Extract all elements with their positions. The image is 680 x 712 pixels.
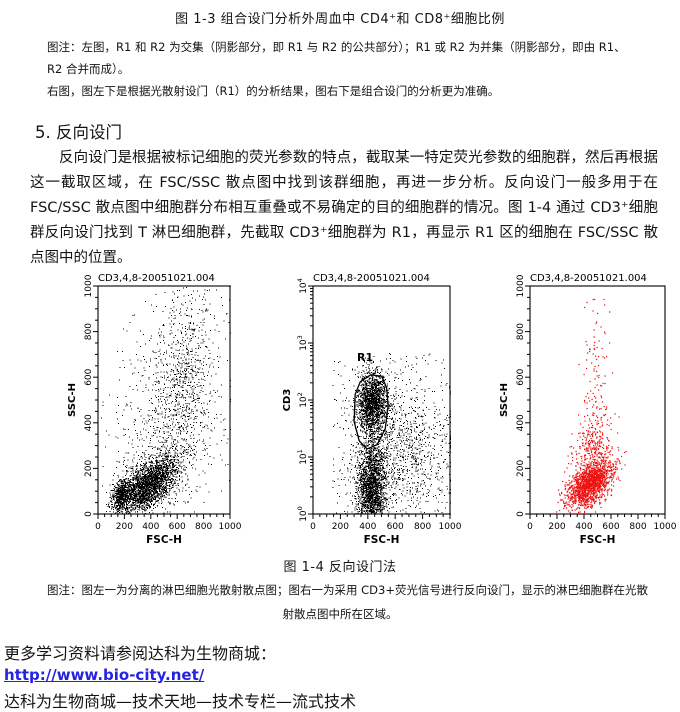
- y-tick-label: 800: [84, 323, 94, 340]
- gate-r1-outline: [353, 374, 389, 450]
- footer-breadcrumb-text: 达科为生物商城—技术天地—技术专栏—流式技术: [4, 692, 357, 711]
- x-tick-label: 1000: [439, 522, 462, 532]
- plot-title: CD3,4,8-20051021.004: [98, 273, 215, 284]
- y-tick-label: 102: [296, 392, 309, 408]
- x-tick-label: 200: [332, 522, 349, 532]
- section-heading: 5. 反向设门: [35, 123, 122, 142]
- y-tick-label: 1000: [516, 274, 526, 297]
- footer-intro-text: 更多学习资料请参阅达科为生物商城：: [4, 644, 277, 663]
- y-tick-label: 104: [296, 278, 309, 294]
- y-tick-label: 200: [84, 460, 94, 477]
- y-tick-label: 800: [516, 323, 526, 340]
- y-tick-label: 100: [296, 506, 309, 522]
- figure-1-4-caption: 图 1-4 反向设门法: [283, 560, 397, 575]
- y-axis-label: SSC-H: [499, 383, 510, 417]
- x-axis-label: FSC-H: [146, 534, 182, 546]
- x-tick-label: 0: [310, 522, 316, 532]
- figure-1-4-note-line2: 射散点图中所在区域。: [282, 607, 398, 621]
- x-axis-label: FSC-H: [580, 534, 616, 546]
- x-tick-label: 800: [629, 522, 646, 532]
- y-tick-label: 400: [84, 414, 94, 431]
- x-tick-label: 400: [142, 522, 159, 532]
- x-tick-label: 800: [195, 522, 212, 532]
- x-tick-label: 200: [548, 522, 565, 532]
- x-tick-label: 1000: [654, 522, 677, 532]
- figure-1-4-plot-row: CD3,4,8-20051021.004 0 200 400 600 800 1000 FSC…: [0, 272, 680, 556]
- body-paragraph: 反向设门是根据被标记细胞的荧光参数的特点，截取某一特定荧光参数的细胞群，然后再根…: [30, 150, 658, 266]
- axis-ticks: [525, 285, 666, 519]
- x-tick-label: 0: [527, 522, 533, 532]
- gate-r1-label: R1: [357, 351, 373, 364]
- y-tick-label: 0: [516, 511, 526, 517]
- x-tick-label: 0: [95, 522, 101, 532]
- figure-1-3-caption: 图 1-3 组合设门分析外周血中 CD4⁺和 CD8⁺细胞比例: [175, 12, 505, 27]
- figure-1-3-note: 图注：左图，R1 和 R2 为交集（阴影部分，即 R1 与 R2 的公共部分）；…: [47, 36, 639, 102]
- x-tick-label: 400: [575, 522, 592, 532]
- y-axis-label: SSC-H: [67, 383, 78, 417]
- y-tick-label: 600: [84, 368, 94, 385]
- y-tick-label: 400: [516, 414, 526, 431]
- y-tick-label: 1000: [84, 274, 94, 297]
- plot-title: CD3,4,8-20051021.004: [313, 273, 430, 284]
- scatter-points: [101, 285, 231, 515]
- figure-1-4-note-line1: 图注：图左一为分离的淋巴细胞光散射散点图；图右一为采用 CD3+荧光信号进行反向…: [47, 583, 648, 597]
- x-tick-label: 400: [359, 522, 376, 532]
- x-tick-label: 600: [602, 522, 619, 532]
- y-tick-label: 103: [296, 335, 309, 351]
- bio-city-link[interactable]: http://www.bio-city.net/: [4, 666, 205, 684]
- x-tick-label: 800: [414, 522, 431, 532]
- x-tick-label: 600: [169, 522, 186, 532]
- flow-plot-3: CD3,4,8-20051021.004 0 200 400 600 800 1000 FSC…: [499, 273, 677, 546]
- figure-1-3-note-p1: 图注：左图，R1 和 R2 为交集（阴影部分，即 R1 与 R2 的公共部分）；…: [47, 40, 626, 76]
- y-tick-label: 101: [296, 449, 309, 465]
- flow-plot-2: CD3,4,8-20051021.004 0 200 400 600 800 1000 FSC…: [282, 273, 462, 546]
- x-tick-label: 1000: [219, 522, 242, 532]
- axis-ticks: [308, 285, 451, 519]
- scatter-points: [332, 353, 451, 515]
- x-tick-label: 200: [116, 522, 133, 532]
- scatter-points: [556, 298, 627, 514]
- x-tick-label: 600: [387, 522, 404, 532]
- y-tick-label: 600: [516, 368, 526, 385]
- y-tick-label: 0: [84, 511, 94, 517]
- figure-1-3-note-p2: 右图，图左下是根据光散射设门（R1）的分析结果，图右下是组合设门的分析更为准确。: [47, 84, 500, 98]
- flow-plot-1: CD3,4,8-20051021.004 0 200 400 600 800 1000 FSC…: [67, 273, 242, 546]
- plot-title: CD3,4,8-20051021.004: [530, 273, 647, 284]
- y-axis-label: CD3: [282, 389, 293, 412]
- axis-ticks: [93, 285, 231, 519]
- y-tick-label: 200: [516, 460, 526, 477]
- x-axis-label: FSC-H: [364, 534, 400, 546]
